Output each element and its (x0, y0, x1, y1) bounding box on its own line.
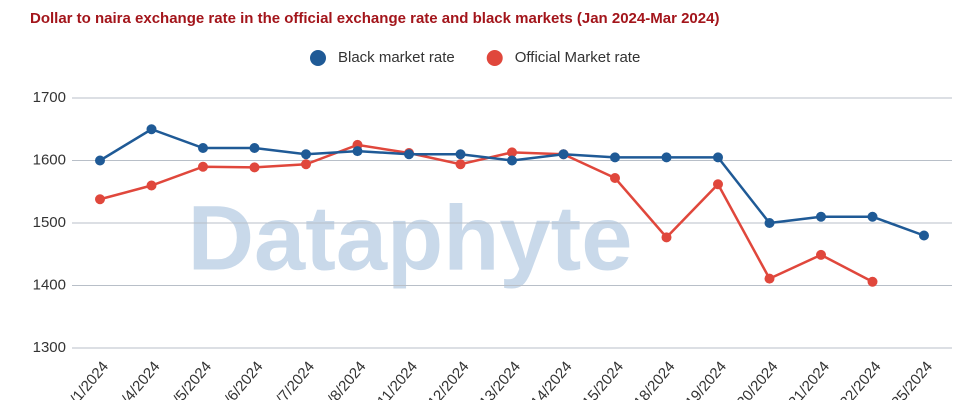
y-tick-label: 1600 (33, 151, 66, 168)
data-point (146, 124, 157, 135)
data-point (558, 149, 569, 160)
data-point (249, 162, 260, 173)
legend-label: Black market rate (338, 49, 455, 66)
y-tick-label: 1300 (33, 339, 66, 356)
y-tick-label: 1400 (33, 276, 66, 293)
data-point (867, 211, 878, 222)
data-point (146, 180, 157, 191)
data-point (352, 146, 363, 157)
data-point (404, 149, 414, 160)
data-point (507, 155, 517, 166)
chart-title: Dollar to naira exchange rate in the off… (30, 10, 719, 27)
legend-label: Official Market rate (515, 49, 641, 66)
data-point (455, 149, 466, 160)
data-point (816, 211, 826, 222)
data-point (301, 159, 311, 170)
data-point (301, 149, 311, 160)
data-point (764, 273, 775, 284)
data-point (661, 152, 672, 163)
data-point (198, 143, 208, 153)
data-point (919, 230, 929, 241)
watermark: Dataphyte (188, 187, 633, 289)
data-point (455, 159, 466, 170)
legend-marker (310, 50, 326, 66)
data-point (610, 173, 620, 183)
data-point (249, 143, 260, 153)
data-point (95, 194, 105, 205)
data-point (713, 179, 723, 190)
data-point (610, 152, 620, 163)
data-point (713, 152, 723, 163)
data-point (816, 249, 826, 260)
y-tick-label: 1700 (33, 89, 66, 106)
data-point (764, 218, 775, 228)
data-point (507, 147, 517, 158)
data-point (867, 276, 878, 287)
data-point (95, 155, 105, 166)
data-point (661, 232, 672, 243)
legend-marker (486, 50, 503, 66)
y-tick-label: 1500 (33, 214, 66, 231)
data-point (198, 161, 208, 172)
